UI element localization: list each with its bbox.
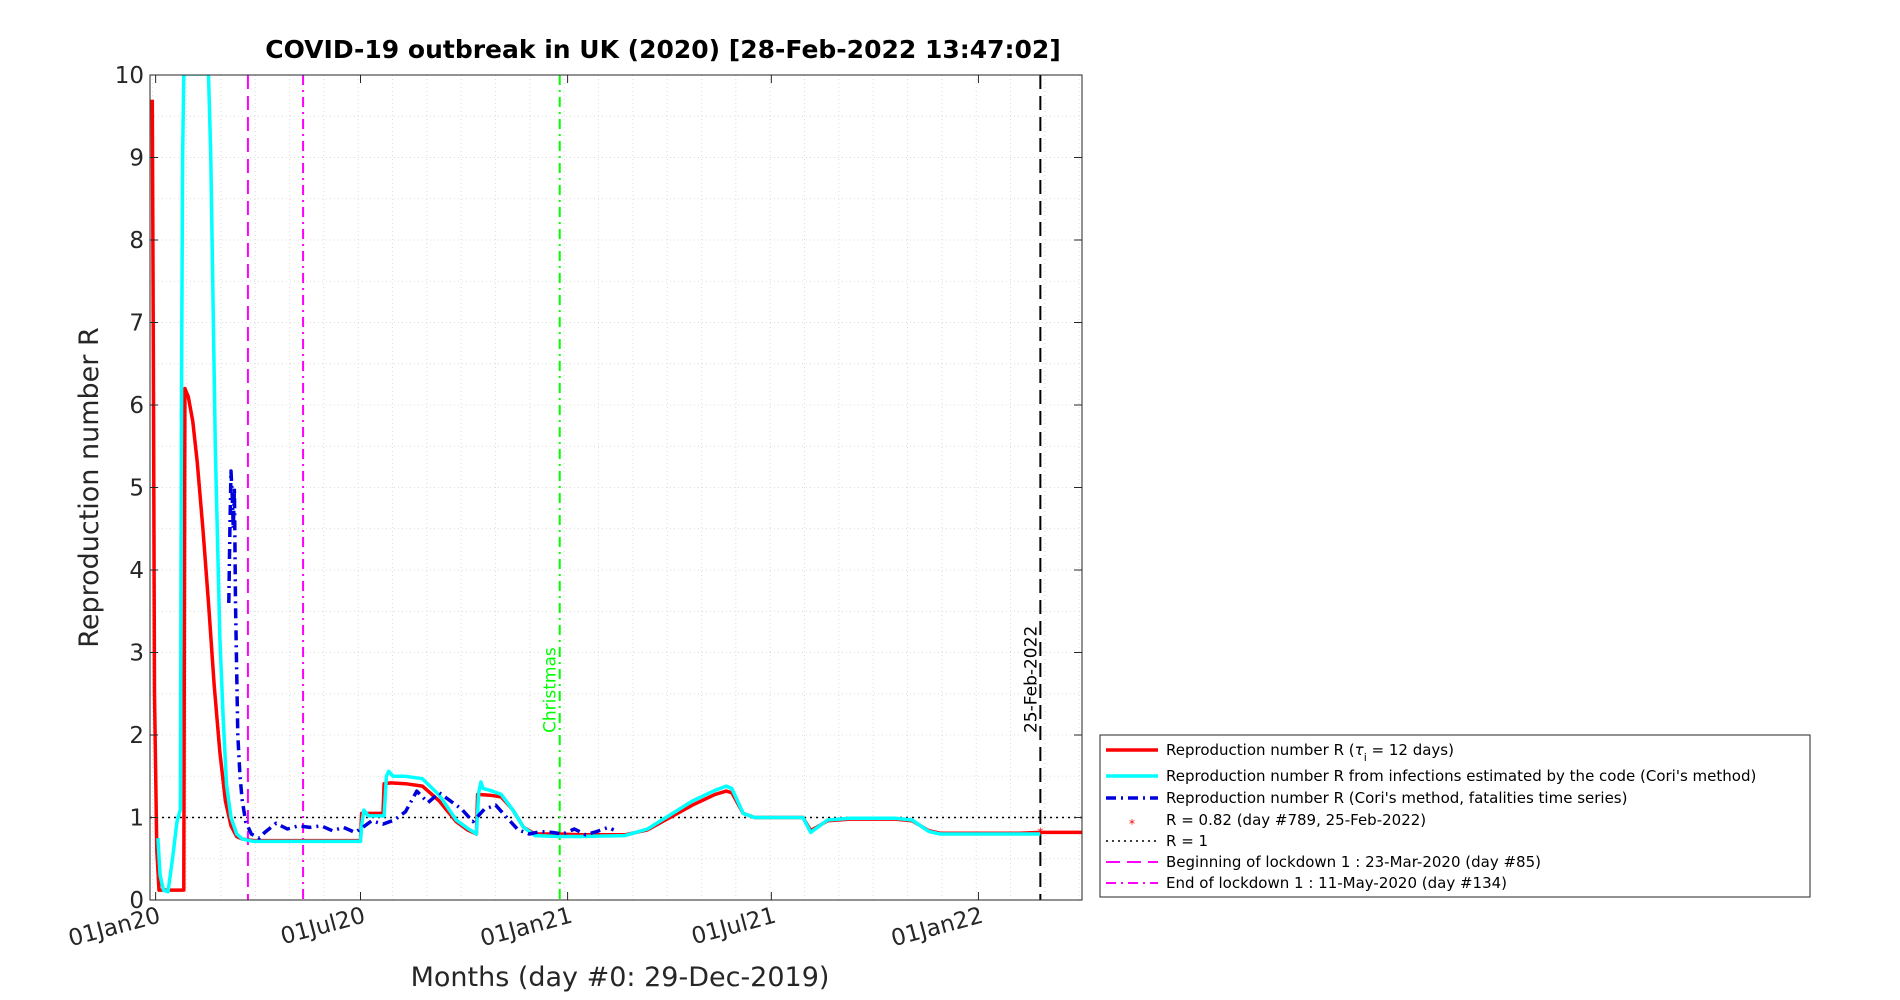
legend-label-r-main: Reproduction number R ( bbox=[1166, 741, 1355, 759]
y-tick-label: 1 bbox=[129, 806, 144, 832]
y-tick-label: 9 bbox=[129, 146, 144, 172]
legend-label-lockdown-1: End of lockdown 1 : 11-May-2020 (day #13… bbox=[1166, 874, 1507, 892]
legend-label-marker: R = 0.82 (day #789, 25-Feb-2022) bbox=[1166, 811, 1426, 829]
y-tick-label: 8 bbox=[129, 228, 144, 254]
legend-label-series-1: Reproduction number R from infections es… bbox=[1166, 767, 1756, 785]
y-tick-label: 4 bbox=[129, 558, 144, 584]
legend-label-r-rest: = 12 days) bbox=[1367, 741, 1454, 759]
y-tick-label: 5 bbox=[129, 476, 144, 502]
legend-entries: Reproduction number R (τi = 12 days)Repr… bbox=[1106, 741, 1756, 892]
legend-label-r: Reproduction number R (τi = 12 days) bbox=[1166, 741, 1454, 764]
y-tick-label: 3 bbox=[129, 641, 144, 667]
legend: Reproduction number R (τi = 12 days)Repr… bbox=[1099, 734, 1811, 898]
legend-label-series-2: Reproduction number R (Cori's method, fa… bbox=[1166, 789, 1627, 807]
legend-label-lockdown-0: Beginning of lockdown 1 : 23-Mar-2020 (d… bbox=[1166, 853, 1541, 871]
vertical-line-label: 25-Feb-2022 bbox=[1021, 626, 1041, 733]
series-line-1 bbox=[156, 75, 1041, 894]
legend-swatch-marker: * bbox=[1129, 817, 1135, 831]
chart-title: COVID-19 outbreak in UK (2020) [28-Feb-2… bbox=[265, 35, 1061, 64]
legend-label-r-sub: i bbox=[1364, 751, 1367, 764]
legend-label-r-tau: τ bbox=[1355, 741, 1365, 759]
y-tick-label: 10 bbox=[115, 63, 144, 89]
y-tick-label: 0 bbox=[129, 888, 144, 914]
plot-area: Christmas 25-Feb-2022 * 01234567891001Jan… bbox=[66, 63, 1083, 952]
y-tick-label: 6 bbox=[129, 393, 144, 419]
series-group: * bbox=[150, 75, 1082, 894]
y-axis-label: Reproduction number R bbox=[74, 327, 105, 647]
series-line-2 bbox=[227, 469, 615, 840]
r-marker: * bbox=[1037, 825, 1043, 839]
vertical-line-label: Christmas bbox=[541, 647, 561, 733]
y-tick-label: 7 bbox=[129, 311, 144, 337]
legend-box bbox=[1099, 734, 1811, 898]
y-tick-label: 2 bbox=[129, 723, 144, 749]
reference-lines: Christmas 25-Feb-2022 bbox=[150, 75, 1082, 900]
x-axis-label: Months (day #0: 29-Dec-2019) bbox=[411, 962, 830, 993]
legend-label-r1: R = 1 bbox=[1166, 832, 1208, 850]
